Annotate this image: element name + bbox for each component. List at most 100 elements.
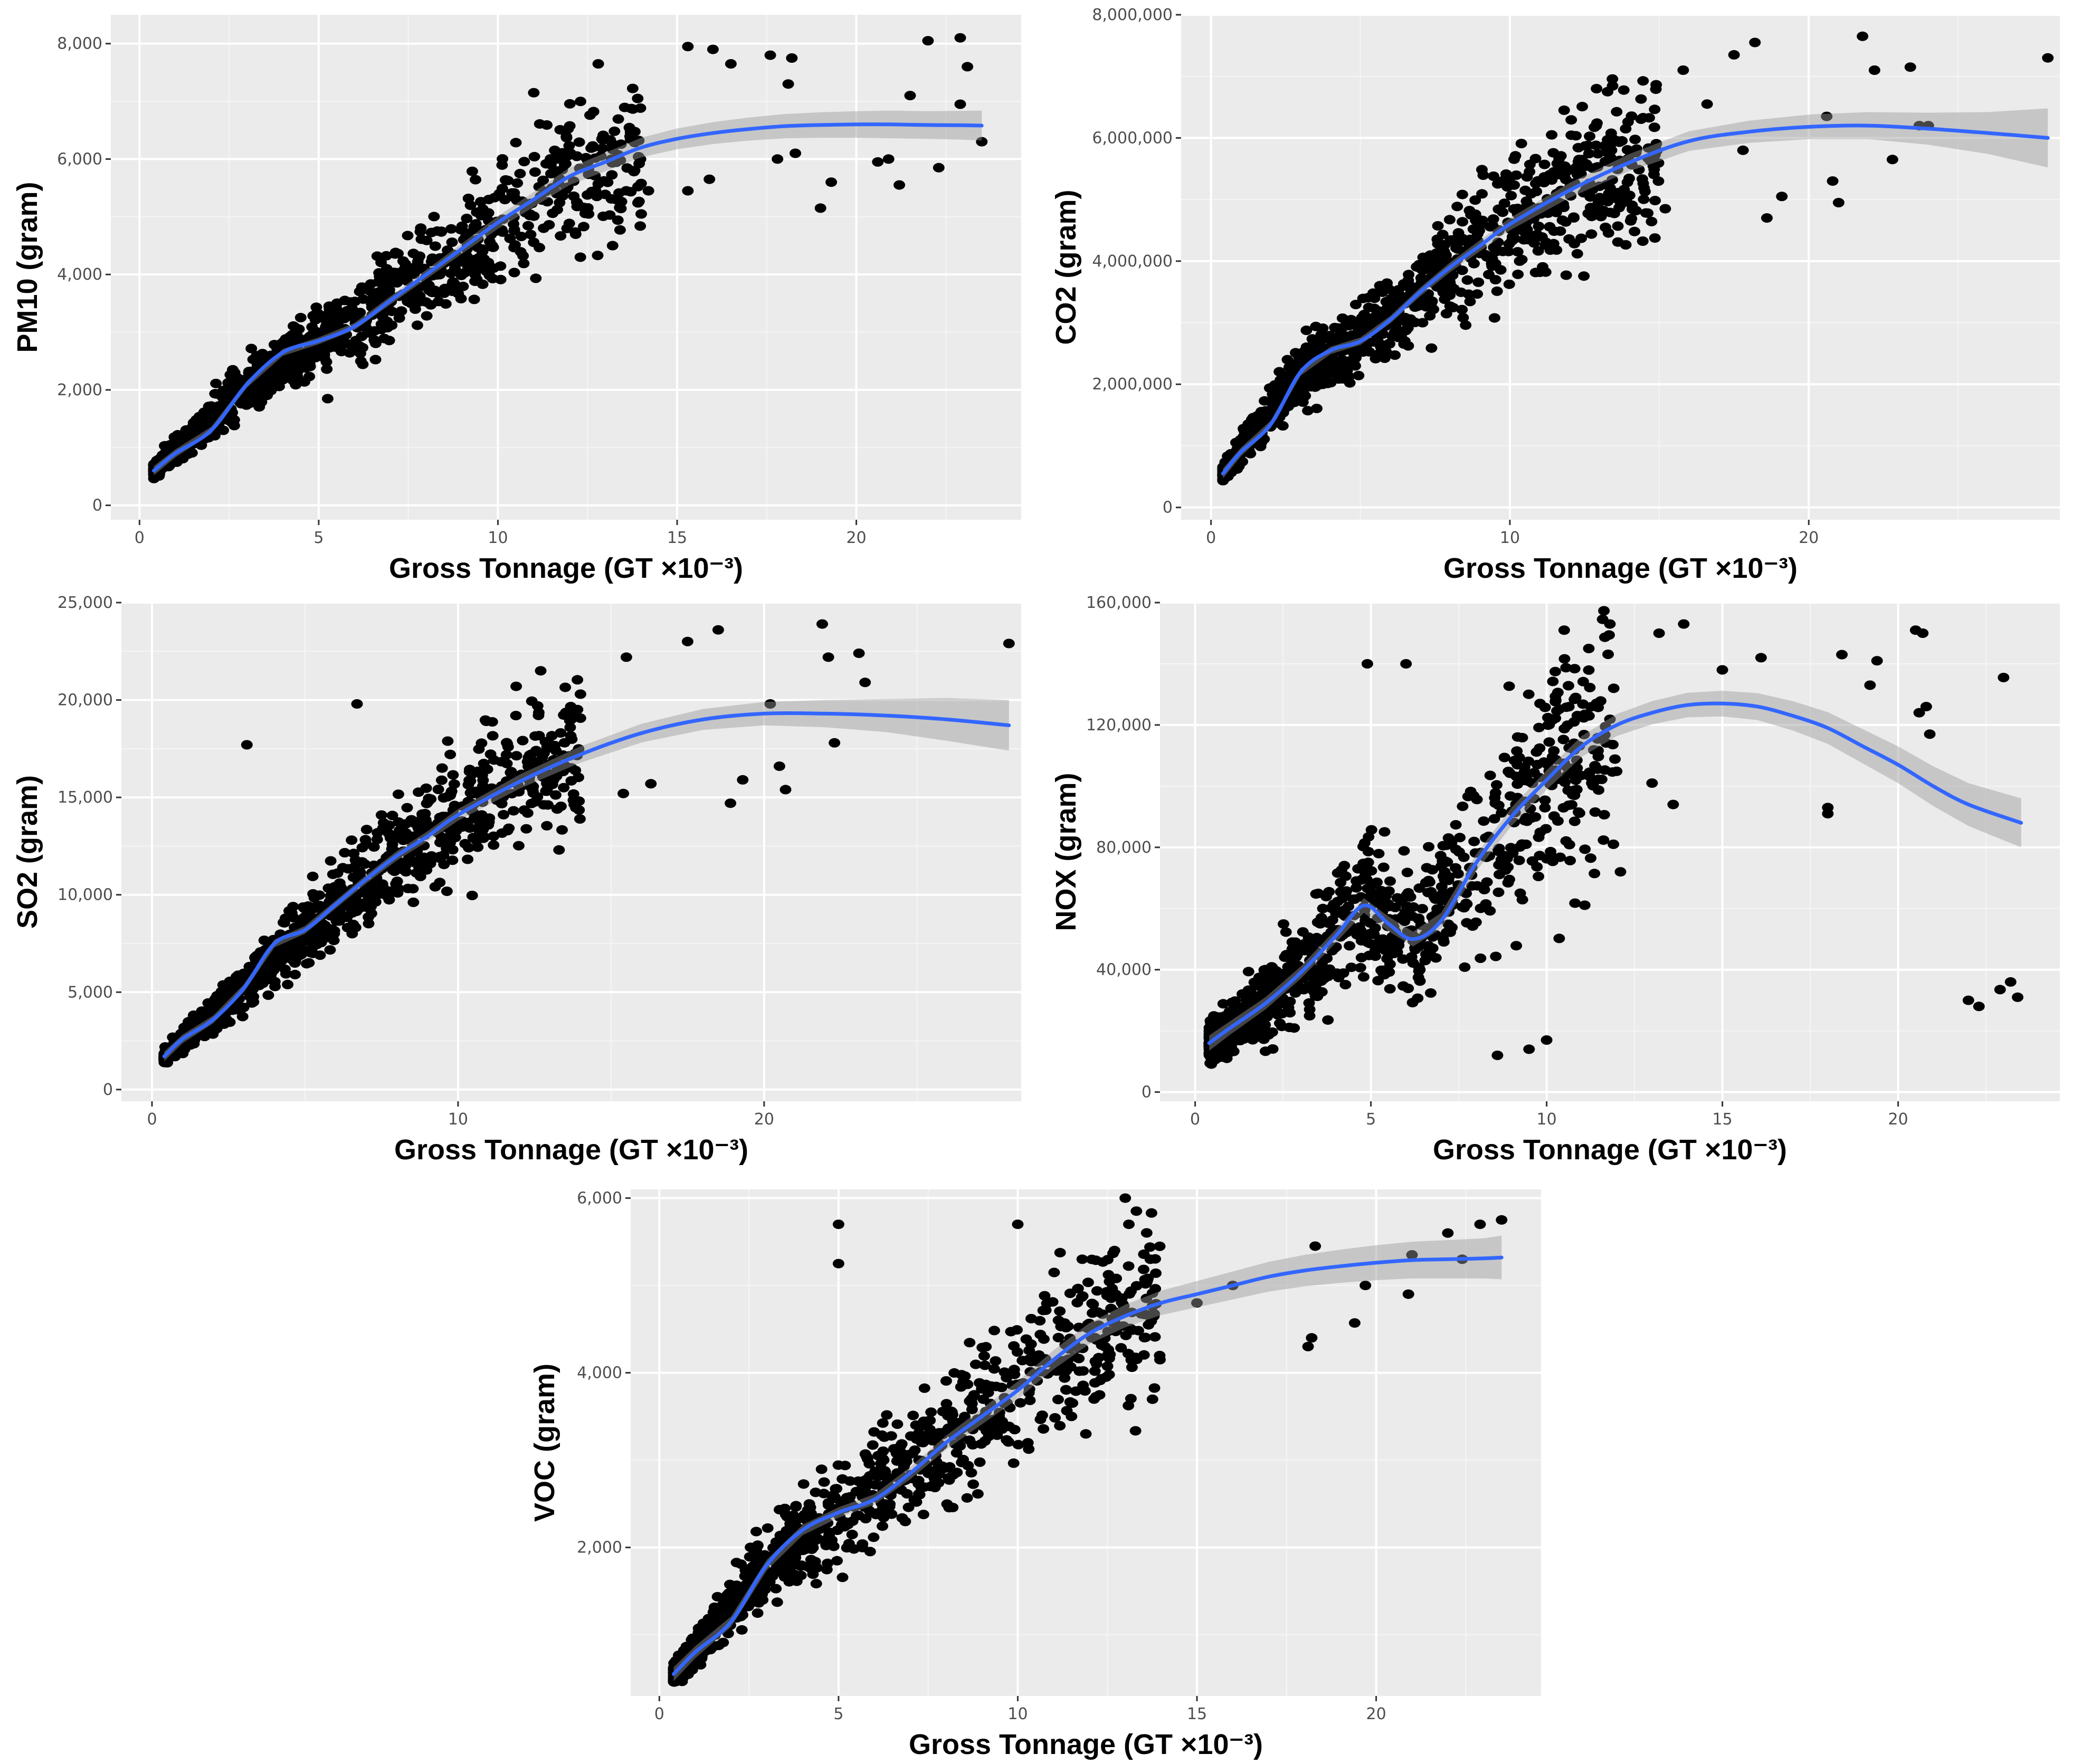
data-point (1594, 193, 1606, 203)
data-point (551, 205, 563, 215)
data-point (1420, 302, 1432, 312)
data-point (368, 842, 380, 852)
data-point (268, 365, 280, 375)
data-point (1024, 1395, 1036, 1405)
data-point (288, 321, 299, 331)
data-point (1462, 792, 1474, 802)
data-point (1526, 856, 1538, 866)
data-point (424, 859, 436, 869)
data-point (541, 120, 553, 130)
data-point (1558, 161, 1571, 171)
data-point (1375, 965, 1387, 975)
data-point (1544, 222, 1556, 232)
data-point (278, 918, 289, 928)
data-point (1564, 855, 1576, 865)
data-point (1144, 1242, 1156, 1252)
data-point (1512, 221, 1524, 231)
data-point (359, 835, 372, 845)
data-point (461, 214, 473, 223)
data-point (1601, 179, 1612, 189)
data-point (1667, 799, 1679, 809)
data-point (1584, 767, 1595, 777)
data-point (522, 221, 534, 231)
data-point (435, 832, 448, 842)
data-point (351, 699, 363, 709)
y-tick-label: 15,000 (58, 788, 113, 807)
data-point (703, 174, 716, 184)
x-tick-label: 10 (448, 1110, 468, 1129)
data-point (279, 964, 291, 974)
data-point (1353, 370, 1365, 380)
data-point (1478, 816, 1490, 826)
data-point (589, 171, 601, 180)
data-point (1755, 653, 1767, 663)
data-point (466, 166, 478, 176)
data-point (1570, 131, 1582, 141)
data-point (1611, 107, 1623, 117)
data-point (1638, 194, 1650, 204)
data-point (321, 364, 333, 374)
data-point (303, 371, 316, 382)
data-point (553, 845, 565, 855)
data-point (1563, 681, 1574, 691)
data-point (1355, 952, 1367, 962)
data-point (1259, 1046, 1271, 1056)
data-point (1583, 644, 1595, 653)
y-tick-label: 10,000 (58, 886, 113, 904)
data-point (882, 154, 895, 164)
data-point (264, 971, 277, 981)
data-point (1390, 321, 1402, 331)
data-point (1578, 730, 1590, 740)
data-point (1423, 842, 1435, 852)
data-point (1325, 364, 1337, 374)
data-point (348, 848, 360, 859)
data-point (1343, 371, 1355, 382)
data-point (1962, 995, 1974, 1005)
data-point (508, 268, 520, 278)
data-point (1300, 326, 1313, 335)
data-point (1637, 236, 1649, 246)
data-point (210, 378, 222, 388)
data-point (1491, 780, 1503, 790)
data-point (904, 91, 916, 101)
data-point (1505, 190, 1517, 201)
data-point (457, 281, 469, 291)
data-point (542, 800, 554, 810)
data-point (818, 1477, 830, 1487)
data-point (1371, 889, 1383, 899)
data-point (1290, 395, 1302, 405)
data-point (1604, 619, 1616, 629)
data-point (1379, 946, 1391, 956)
data-point (607, 145, 619, 155)
data-point (1608, 683, 1620, 693)
data-point (256, 349, 269, 359)
data-point (445, 224, 457, 234)
data-point (386, 834, 398, 844)
data-point (1400, 659, 1412, 669)
data-point (216, 388, 228, 398)
data-point (1568, 213, 1580, 223)
data-point (456, 816, 468, 826)
data-point (546, 779, 558, 789)
data-point (546, 731, 558, 741)
data-point (810, 1579, 822, 1589)
data-point (1401, 890, 1413, 900)
data-point (1052, 1332, 1064, 1342)
data-point (564, 148, 576, 158)
data-point (770, 1584, 782, 1594)
data-point (1585, 853, 1596, 863)
data-point (159, 1042, 171, 1052)
data-point (1393, 936, 1405, 946)
data-point (199, 418, 211, 428)
data-point (442, 736, 454, 746)
data-point (493, 189, 506, 199)
x-tick-label: 15 (1187, 1705, 1207, 1723)
x-tick-label: 20 (1366, 1705, 1386, 1723)
data-point (400, 259, 412, 269)
data-point (1466, 881, 1478, 891)
data-point (1321, 953, 1333, 964)
data-point (540, 159, 552, 169)
data-point (1523, 1044, 1535, 1054)
data-point (1052, 1395, 1064, 1405)
